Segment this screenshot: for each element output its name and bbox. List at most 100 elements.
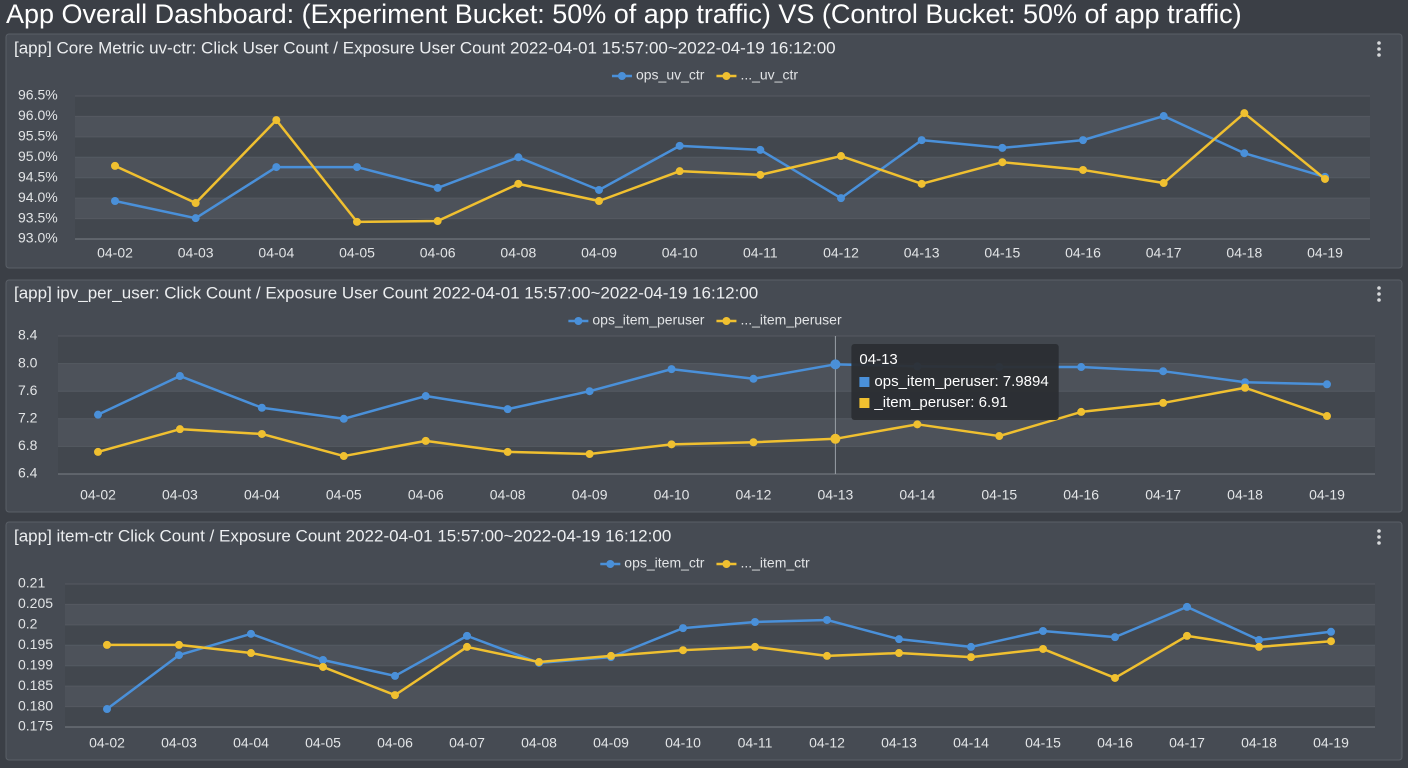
y-tick-label: 0.185 xyxy=(18,677,53,693)
data-point xyxy=(463,642,471,651)
series-line xyxy=(107,634,1332,697)
x-tick-label: 04-05 xyxy=(339,245,375,261)
data-point xyxy=(1111,633,1119,642)
legend-label: ..._item_peruser xyxy=(740,312,841,328)
tooltip-swatch xyxy=(859,377,870,387)
data-point xyxy=(421,436,430,445)
x-tick-label: 04-12 xyxy=(736,487,772,503)
data-point xyxy=(1077,363,1086,372)
x-tick-label: 04-03 xyxy=(162,487,198,503)
data-point xyxy=(595,185,603,194)
data-point xyxy=(339,452,348,461)
data-point xyxy=(514,153,523,162)
data-point xyxy=(1159,367,1168,376)
data-point xyxy=(595,197,603,206)
tooltip-title: 04-13 xyxy=(859,351,897,368)
x-tick-label: 04-12 xyxy=(823,245,859,261)
menu-dot xyxy=(1377,535,1381,539)
legend-marker xyxy=(722,560,731,568)
x-tick-label: 04-07 xyxy=(449,735,485,751)
y-tick-label: 0.195 xyxy=(18,636,53,652)
data-point xyxy=(679,624,687,633)
x-tick-label: 04-15 xyxy=(981,487,1017,503)
series-line xyxy=(97,363,1328,421)
series-line xyxy=(114,111,1326,224)
data-point xyxy=(756,170,765,179)
y-tick-label: 94.5% xyxy=(18,168,58,184)
x-tick-label: 04-02 xyxy=(80,487,116,503)
x-tick-label: 04-12 xyxy=(809,735,845,751)
x-tick-label: 04-17 xyxy=(1146,245,1182,261)
legend-item: ..._item_ctr xyxy=(716,555,810,571)
data-point xyxy=(1183,602,1191,611)
x-tick-label: 04-04 xyxy=(258,245,294,261)
data-point xyxy=(967,653,975,662)
data-point xyxy=(1039,626,1047,635)
grid-band xyxy=(75,198,1370,219)
data-point xyxy=(998,158,1007,167)
grid-band xyxy=(75,96,1370,117)
y-tick-label: 95.0% xyxy=(18,148,58,164)
data-point xyxy=(247,629,255,638)
x-tick-label: 04-10 xyxy=(662,245,698,261)
legend-item: ..._uv_ctr xyxy=(716,67,798,83)
menu-dot xyxy=(1377,47,1381,51)
x-tick-label: 04-06 xyxy=(408,487,444,503)
x-tick-label: 04-16 xyxy=(1063,487,1099,503)
data-point xyxy=(1159,112,1168,121)
legend-marker xyxy=(606,560,615,568)
menu-dot xyxy=(1377,292,1381,296)
grid-band xyxy=(75,218,1370,239)
data-point xyxy=(749,438,758,447)
data-point xyxy=(998,143,1007,152)
data-point xyxy=(353,163,361,172)
x-tick-label: 04-02 xyxy=(97,245,133,261)
legend-item: ops_item_peruser xyxy=(568,312,705,328)
data-point xyxy=(272,163,281,172)
panel-title: [app] ipv_per_user: Click Count / Exposu… xyxy=(14,283,758,302)
data-point xyxy=(272,116,281,125)
data-point xyxy=(1240,149,1249,158)
data-point xyxy=(421,392,430,401)
data-point xyxy=(756,145,765,154)
data-point xyxy=(175,640,183,649)
legend-item: ..._item_peruser xyxy=(716,312,842,328)
x-tick-label: 04-10 xyxy=(654,487,690,503)
data-point xyxy=(535,658,543,667)
y-tick-label: 6.8 xyxy=(18,437,38,453)
grid-band xyxy=(65,604,1375,625)
data-point xyxy=(1255,635,1263,644)
data-point xyxy=(191,199,200,208)
data-point xyxy=(319,662,327,671)
x-tick-label: 04-05 xyxy=(326,487,362,503)
data-point xyxy=(503,405,512,414)
data-point xyxy=(751,642,759,651)
grid-band xyxy=(65,706,1375,727)
x-tick-label: 04-03 xyxy=(161,735,197,751)
data-point xyxy=(917,136,926,145)
data-point xyxy=(111,161,119,170)
data-point xyxy=(749,374,758,383)
data-point xyxy=(1077,407,1086,416)
data-point xyxy=(667,440,676,449)
data-point xyxy=(837,152,845,161)
y-tick-label: 7.6 xyxy=(18,382,38,398)
data-point xyxy=(967,642,975,651)
data-point xyxy=(1079,136,1087,145)
x-tick-label: 04-13 xyxy=(904,245,940,261)
data-point xyxy=(1039,644,1047,653)
data-point xyxy=(175,651,183,660)
legend-marker xyxy=(574,317,583,325)
panel-title: [app] Core Metric uv-ctr: Click User Cou… xyxy=(14,38,836,57)
data-point xyxy=(1183,631,1191,640)
data-point xyxy=(895,635,903,644)
x-tick-label: 04-09 xyxy=(581,245,617,261)
y-tick-label: 94.0% xyxy=(18,189,58,205)
data-point xyxy=(751,617,759,626)
x-tick-label: 04-19 xyxy=(1307,245,1343,261)
grid-band xyxy=(65,624,1375,646)
x-tick-label: 04-10 xyxy=(665,735,701,751)
data-point xyxy=(103,705,111,714)
data-point xyxy=(433,217,442,226)
